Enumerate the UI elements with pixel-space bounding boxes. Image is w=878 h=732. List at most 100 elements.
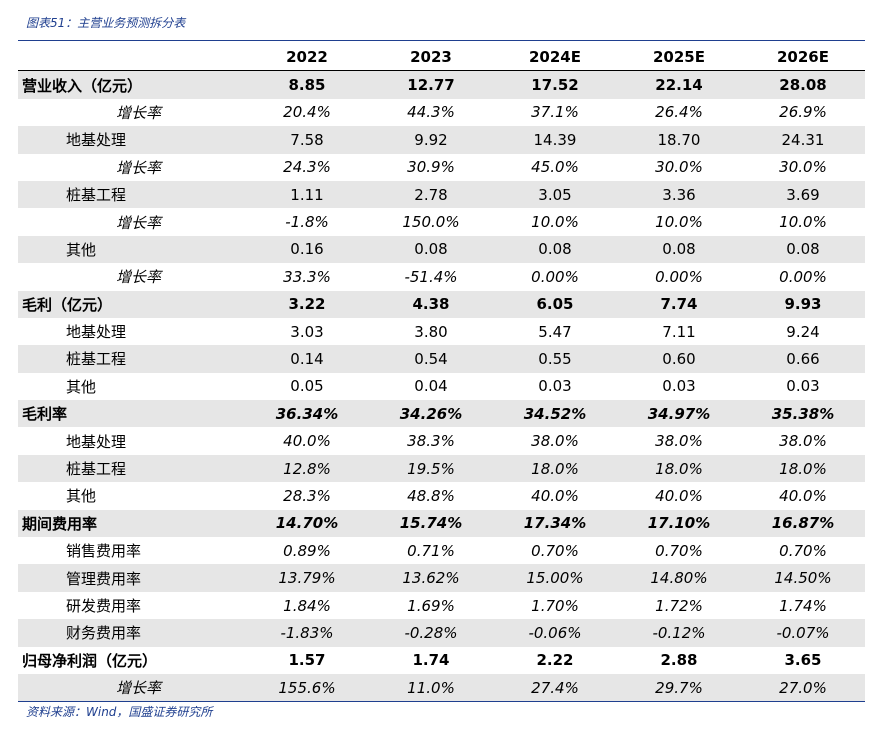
value-cell: 2.88 [660, 651, 698, 670]
value-cell: 0.04 [414, 377, 448, 396]
value-cell: 1.11 [245, 180, 369, 209]
header-year: 2023 [410, 47, 452, 66]
row-label: 营业收入（亿元） [18, 70, 245, 99]
value-cell: 18.0% [741, 454, 865, 483]
value-cell: 13.79% [245, 564, 369, 592]
table-row: 其他 28.3% 48.8% 40.0% 40.0% 40.0% [18, 482, 865, 509]
value-cell: 0.08 [493, 235, 617, 264]
value-cell: 0.54 [369, 345, 493, 373]
value-cell: 36.34% [245, 400, 369, 428]
value-cell: 18.0% [493, 454, 617, 483]
value-cell: 30.9% [407, 158, 455, 177]
value-cell: 9.24 [786, 322, 820, 341]
value-cell: 27.4% [493, 673, 617, 702]
value-cell: 1.69% [407, 596, 455, 615]
value-cell: 0.70% [779, 541, 827, 560]
value-cell: 2.78 [369, 180, 493, 209]
row-label: 增长率 [116, 213, 162, 232]
row-label: 桩基工程 [18, 180, 245, 209]
table-row: 增长率 24.3% 30.9% 45.0% 30.0% 30.0% [18, 154, 865, 181]
value-cell: 19.5% [369, 454, 493, 483]
value-cell: 40.0% [531, 486, 579, 505]
value-cell: 0.08 [617, 235, 741, 264]
value-cell: 17.34% [493, 509, 617, 538]
value-cell: 0.60 [617, 345, 741, 373]
row-label: 财务费用率 [18, 619, 245, 647]
value-cell: 3.03 [290, 322, 324, 341]
source-note: 资料来源：Wind，国盛证券研究所 [26, 705, 213, 719]
value-cell: 0.71% [407, 541, 455, 560]
value-cell: 40.0% [283, 432, 331, 451]
table-row: 桩基工程 1.11 2.78 3.05 3.36 3.69 [18, 180, 865, 209]
value-cell: 5.47 [538, 322, 572, 341]
value-cell: 10.0% [655, 213, 703, 232]
value-cell: 3.22 [245, 290, 369, 318]
value-cell: 17.10% [617, 509, 741, 538]
value-cell: 24.31 [741, 126, 865, 154]
value-cell: 8.85 [245, 70, 369, 99]
value-cell: 0.00% [779, 267, 827, 286]
table-row: 地基处理 7.58 9.92 14.39 18.70 24.31 [18, 126, 865, 154]
value-cell: 0.00% [655, 267, 703, 286]
value-cell: 3.65 [784, 651, 822, 670]
value-cell: 3.36 [617, 180, 741, 209]
row-label: 研发费用率 [66, 597, 142, 615]
value-cell: 0.00% [531, 267, 579, 286]
value-cell: 0.03 [786, 377, 820, 396]
row-label: 增长率 [116, 103, 162, 122]
value-cell: 1.70% [531, 596, 579, 615]
value-cell: 155.6% [245, 673, 369, 702]
value-cell: 12.77 [369, 70, 493, 99]
value-cell: 40.0% [655, 486, 703, 505]
value-cell: 17.52 [493, 70, 617, 99]
value-cell: 16.87% [741, 509, 865, 538]
value-cell: -1.8% [285, 213, 329, 232]
row-label: 期间费用率 [18, 509, 245, 538]
value-cell: 1.57 [288, 651, 326, 670]
value-cell: 6.05 [493, 290, 617, 318]
value-cell: 26.4% [655, 103, 703, 122]
value-cell: 38.0% [531, 432, 579, 451]
value-cell: 15.74% [369, 509, 493, 538]
row-label: 销售费用率 [66, 542, 142, 561]
row-label: 桩基工程 [18, 345, 245, 373]
value-cell: 9.92 [369, 126, 493, 154]
table-row: 地基处理 3.03 3.80 5.47 7.11 9.24 [18, 318, 865, 345]
value-cell: 3.69 [741, 180, 865, 209]
table-row: 其他 0.16 0.08 0.08 0.08 0.08 [18, 235, 865, 264]
row-label: 地基处理 [66, 323, 127, 342]
value-cell: -1.83% [245, 619, 369, 647]
value-cell: 38.0% [779, 432, 827, 451]
header-year: 2026E [777, 47, 829, 66]
value-cell: 0.03 [662, 377, 696, 396]
table-row: 归母净利润（亿元） 1.57 1.74 2.22 2.88 3.65 [18, 647, 865, 674]
table-row: 地基处理 40.0% 38.3% 38.0% 38.0% 38.0% [18, 427, 865, 454]
table-body: 营业收入（亿元） 8.85 12.77 17.52 22.14 28.08 增长率 20.4%… [18, 70, 865, 702]
table-row: 增长率 33.3% -51.4% 0.00% 0.00% 0.00% [18, 263, 865, 290]
header-year: 2024E [529, 47, 581, 66]
value-cell: 45.0% [531, 158, 579, 177]
value-cell: 34.52% [493, 400, 617, 428]
value-cell: 11.0% [369, 673, 493, 702]
value-cell: 150.0% [402, 213, 460, 232]
row-label: 地基处理 [66, 432, 127, 451]
value-cell: 1.74% [779, 596, 827, 615]
value-cell: 0.70% [655, 541, 703, 560]
table-row: 毛利率 36.34% 34.26% 34.52% 34.97% 35.38% [18, 400, 865, 428]
value-cell: 0.03 [538, 377, 572, 396]
value-cell: 0.08 [369, 235, 493, 264]
value-cell: 7.58 [245, 126, 369, 154]
table-row: 财务费用率 -1.83% -0.28% -0.06% -0.12% -0.07% [18, 619, 865, 647]
row-label: 其他 [18, 235, 245, 264]
value-cell: 14.50% [741, 564, 865, 592]
value-cell: 0.66 [741, 345, 865, 373]
table-row: 其他 0.05 0.04 0.03 0.03 0.03 [18, 373, 865, 400]
table-row: 销售费用率 0.89% 0.71% 0.70% 0.70% 0.70% [18, 537, 865, 564]
value-cell: 14.70% [245, 509, 369, 538]
value-cell: 10.0% [779, 213, 827, 232]
value-cell: 12.8% [245, 454, 369, 483]
value-cell: 3.05 [493, 180, 617, 209]
value-cell: 26.9% [779, 103, 827, 122]
table-row: 期间费用率 14.70% 15.74% 17.34% 17.10% 16.87% [18, 509, 865, 538]
value-cell: 15.00% [493, 564, 617, 592]
